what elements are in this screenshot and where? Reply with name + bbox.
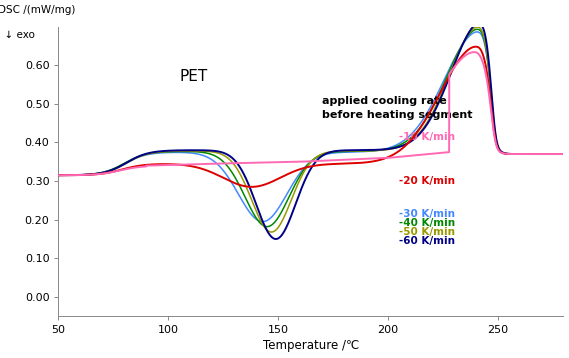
X-axis label: Temperature /℃: Temperature /℃ <box>263 339 359 352</box>
Text: PET: PET <box>179 69 208 84</box>
Text: -10 K/min: -10 K/min <box>399 132 455 142</box>
Text: applied cooling rate
before heating segment: applied cooling rate before heating segm… <box>322 96 472 120</box>
Text: -50 K/min: -50 K/min <box>399 227 455 237</box>
Text: -60 K/min: -60 K/min <box>399 236 455 246</box>
Text: -30 K/min: -30 K/min <box>399 209 455 219</box>
Text: ↓ exo: ↓ exo <box>0 29 35 39</box>
Text: DSC /(mW/mg): DSC /(mW/mg) <box>0 5 75 15</box>
Text: -40 K/min: -40 K/min <box>399 218 455 228</box>
Text: -20 K/min: -20 K/min <box>399 176 455 186</box>
